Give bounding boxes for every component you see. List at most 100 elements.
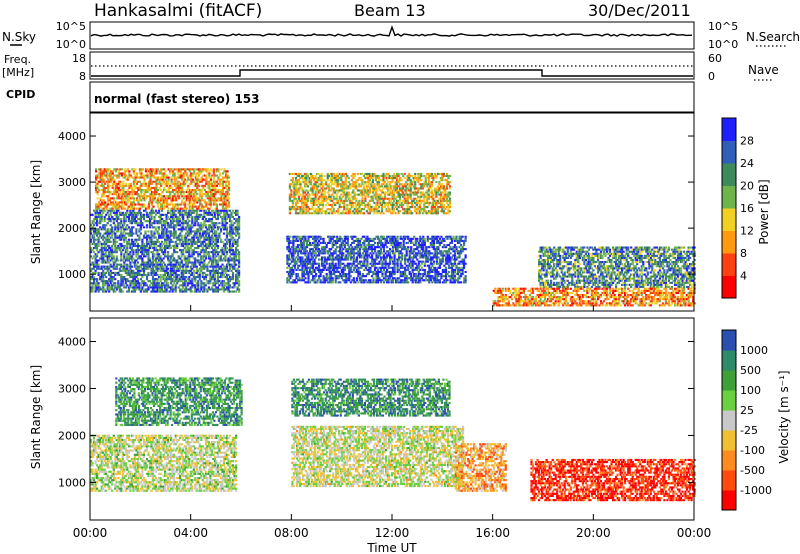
range-gate-cell [111, 230, 114, 233]
range-gate-cell [138, 255, 141, 258]
range-gate-cell [194, 197, 197, 200]
range-gate-cell [132, 213, 135, 216]
range-gate-cell [236, 278, 239, 281]
range-gate-cell [107, 170, 110, 173]
range-gate-cell [206, 168, 209, 171]
range-gate-cell [114, 286, 117, 289]
range-gate-cell [292, 241, 295, 244]
range-gate-cell [118, 288, 121, 291]
range-gate-cell [116, 205, 119, 208]
range-gate-cell [220, 182, 223, 185]
range-gate-cell [395, 258, 398, 261]
range-gate-cell [156, 255, 159, 258]
range-gate-cell [153, 189, 157, 192]
range-gate-cell [333, 239, 336, 242]
range-gate-cell [159, 247, 162, 250]
range-gate-cell [148, 280, 152, 283]
range-gate-cell [167, 207, 170, 210]
range-gate-cell [112, 238, 115, 241]
range-gate-cell [221, 273, 224, 276]
range-gate-cell [123, 215, 126, 218]
range-gate-cell [235, 290, 238, 293]
range-gate-cell [95, 178, 98, 181]
range-gate-cell [216, 236, 219, 239]
range-gate-cell [161, 182, 164, 185]
range-gate-cell [384, 277, 387, 280]
range-gate-cell [119, 197, 122, 200]
range-gate-cell [150, 193, 154, 196]
range-gate-cell [223, 201, 226, 204]
range-gate-cell [310, 264, 313, 267]
range-gate-cell [342, 262, 345, 265]
range-gate-cell [212, 284, 215, 287]
range-gate-cell [378, 250, 381, 253]
range-gate-cell [205, 182, 208, 185]
range-gate-cell [154, 278, 158, 281]
range-gate-cell [143, 195, 146, 198]
range-gate-cell [158, 276, 161, 279]
range-gate-cell [195, 282, 198, 285]
range-gate-cell [307, 254, 310, 257]
range-gate-cell [173, 276, 176, 279]
range-gate-cell [230, 244, 233, 247]
range-gate-cell [123, 286, 126, 289]
range-gate-cell [179, 220, 182, 223]
range-gate-cell [382, 262, 386, 265]
range-gate-cell [351, 235, 354, 238]
range-gate-cell [203, 255, 206, 258]
range-gate-cell [236, 244, 239, 247]
range-gate-cell [152, 176, 155, 179]
range-gate-cell [149, 201, 152, 204]
range-gate-cell [183, 269, 186, 272]
range-gate-cell [194, 257, 197, 260]
range-gate-cell [120, 257, 123, 260]
range-gate-cell [302, 262, 306, 265]
range-gate-cell [106, 282, 109, 285]
range-gate-cell [186, 247, 189, 250]
range-gate-cell [395, 281, 398, 284]
range-gate-cell [121, 226, 124, 229]
range-gate-cell [230, 228, 233, 231]
range-gate-cell [217, 199, 220, 202]
range-gate-cell [322, 248, 325, 251]
range-gate-cell [218, 180, 222, 183]
range-gate-cell [206, 232, 209, 235]
range-gate-cell [133, 280, 136, 283]
range-gate-cell [174, 220, 177, 223]
range-gate-cell [147, 263, 150, 266]
range-gate-cell [113, 180, 116, 183]
range-gate-cell [198, 273, 201, 276]
range-gate-cell [210, 238, 213, 241]
range-gate-cell [293, 279, 296, 282]
range-gate-cell [422, 275, 425, 278]
range-gate-cell [136, 238, 139, 241]
range-gate-cell [103, 224, 106, 227]
range-gate-cell [207, 240, 210, 243]
range-gate-cell [336, 256, 339, 259]
range-gate-cell [117, 209, 120, 212]
range-gate-cell [114, 228, 117, 231]
range-gate-cell [398, 241, 401, 244]
range-gate-cell [170, 263, 173, 266]
range-gate-cell [310, 254, 313, 257]
range-gate-cell [127, 234, 130, 237]
range-gate-cell [416, 258, 419, 261]
range-gate-cell [191, 261, 194, 264]
range-gate-cell [201, 267, 204, 270]
range-gate-cell [135, 228, 138, 231]
range-gate-cell [293, 264, 296, 267]
range-gate-cell [404, 270, 407, 273]
range-gate-cell [316, 262, 319, 265]
range-gate-cell [109, 282, 112, 285]
range-gate-cell [336, 275, 339, 278]
range-gate-cell [189, 240, 192, 243]
range-gate-cell [302, 250, 306, 253]
range-gate-cell [99, 218, 102, 221]
range-gate-cell [393, 273, 396, 276]
range-gate-cell [163, 180, 166, 183]
range-gate-cell [129, 220, 132, 223]
range-gate-cell [216, 240, 219, 243]
range-gate-cell [94, 228, 97, 231]
range-gate-cell [100, 280, 103, 283]
range-gate-cell [337, 266, 340, 269]
